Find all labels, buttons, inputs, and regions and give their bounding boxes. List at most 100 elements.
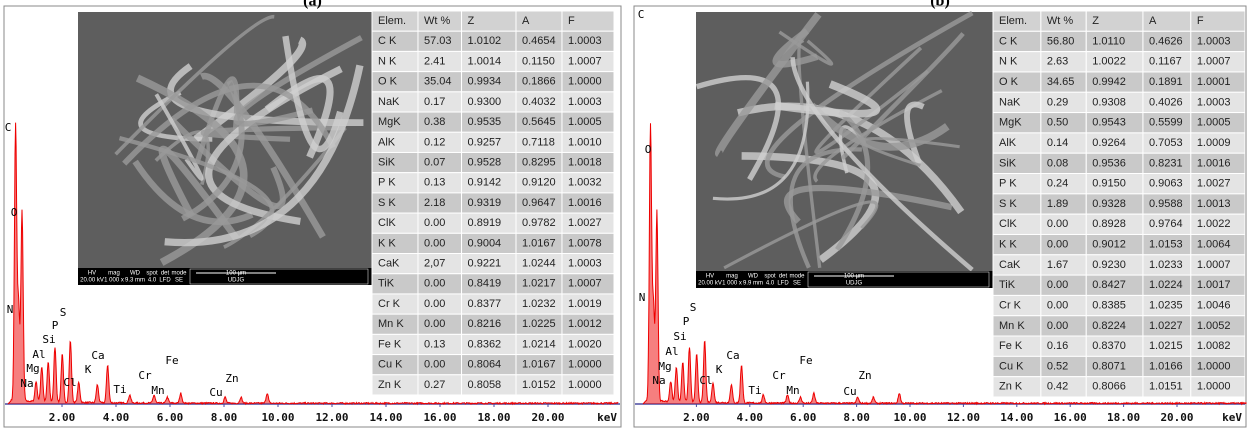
table-text: 0.9647 [522,197,556,209]
peak-label: P [683,315,690,328]
table-text: 1.0235 [1149,299,1183,311]
info-value: SE [793,281,801,287]
x-tick-label: 18.00 [477,411,510,424]
x-tick-label: 10.00 [261,411,294,424]
table-text: 0.8066 [1092,381,1126,393]
table-text: 0.13 [424,177,445,189]
table-text: N K [999,56,1018,68]
table-text: 0.00 [1047,218,1068,230]
info-header: WD [130,271,141,277]
table-text: 0.8224 [1092,320,1126,332]
table-text: 1.0007 [568,55,602,67]
table-text: 0.08 [1047,157,1068,169]
table-text: CaK [378,258,400,270]
info-header: HV [706,274,714,280]
panel: (b) 2.00 4.00 6.00 8.00 10.00 12.00 14.00 16.00 1… [633,0,1247,428]
table-text: 1.0005 [568,116,602,128]
fiber [788,147,862,269]
fiber [861,136,960,167]
table-text: 0.1150 [522,55,555,67]
table-text: 0.00 [424,298,445,310]
info-value: 4.0 [148,278,157,284]
table-text: P K [378,177,396,189]
fiber [737,102,965,215]
peak-label: Mn [786,384,799,397]
fiber [114,14,275,156]
info-value: LFD [777,281,789,287]
table-text: 0.9300 [468,96,502,108]
table-text: 0.9221 [468,258,502,270]
info-header: det [161,271,170,277]
x-tick-label: 6.00 [157,411,184,424]
x-tick-label: 2.00 [49,411,76,424]
table-text: CaK [999,259,1021,271]
panel-label: (a) [303,0,322,10]
table-text: 1.0046 [1197,299,1231,311]
x-tick-label: 12.00 [947,411,980,424]
table-text: 1.0000 [568,76,602,88]
table-header: F [568,15,575,27]
table-text: Mn K [999,320,1025,332]
table-text: 0.8419 [468,278,502,290]
table-text: 1.0020 [568,338,602,350]
table-text: 1.0000 [1197,360,1231,372]
table-text: 0.1866 [522,76,556,88]
table-text: 1.0227 [1149,320,1183,332]
info-header: mode [171,271,187,277]
x-axis-unit: keV [1222,411,1242,424]
table-text: 1.0027 [1197,178,1231,190]
table-header: A [522,15,530,27]
table-text: 0.9536 [1092,157,1126,169]
x-tick-label: 10.00 [893,411,926,424]
table-text: 0.14 [1047,137,1068,149]
table-text: 1.0000 [1197,381,1231,393]
table-text: AlK [999,137,1017,149]
peak-label: Cl [699,374,712,387]
table-text: 0.52 [1047,360,1068,372]
peak-label: P [52,319,59,332]
info-value: 20.00 kV [698,281,722,287]
fiber [764,10,974,180]
table-text: 1.0007 [1197,259,1231,271]
table-text: 0.9004 [468,237,502,249]
table-text: P K [999,178,1017,190]
table-text: 0.7053 [1149,137,1183,149]
info-value: SE [175,278,183,284]
table-text: 0.00 [424,359,445,371]
table-text: 0.00 [424,237,445,249]
table-text: 0.8427 [1092,279,1126,291]
panel: (a) 2.00 4.00 6.00 8.00 10.00 12.00 14.00 16.00 1… [3,0,622,428]
peak-label: Al [665,345,678,358]
panel-label: (b) [930,0,950,10]
table-text: 1.0007 [568,278,602,290]
table-text: Cr K [378,298,401,310]
table-text: 0.00 [424,278,445,290]
peak-label: N [639,291,646,304]
table-text: 0.00 [1047,279,1068,291]
fiber [282,35,344,152]
table-text: MgK [999,117,1022,129]
peak-label: Mg [658,360,671,373]
fiber [193,36,307,143]
table-text: 0.9543 [1092,117,1126,129]
table-text: 1.0019 [568,298,602,310]
table-text: Cr K [999,299,1022,311]
table-text: 0.9328 [1092,198,1126,210]
peak-label: Na [652,374,665,387]
table-text: C K [378,35,397,47]
table-text: 1.0012 [568,318,602,330]
info-bar [696,271,993,288]
table-text: 1.0003 [1197,96,1231,108]
info-value: 1 000 x [104,278,124,284]
peak-label: S [690,301,697,314]
table-text: 1.0052 [1197,320,1231,332]
panel-frame [633,5,1247,428]
info-header: spot [146,271,158,277]
table-text: 1.0010 [568,136,602,148]
table-text: 1.0016 [568,197,602,209]
table-text: 0.38 [424,116,445,128]
table-text: 1.0014 [468,55,502,67]
table-text: 0.8385 [1092,299,1126,311]
table-text: 0.24 [1047,178,1068,190]
table-text: K K [999,239,1017,251]
